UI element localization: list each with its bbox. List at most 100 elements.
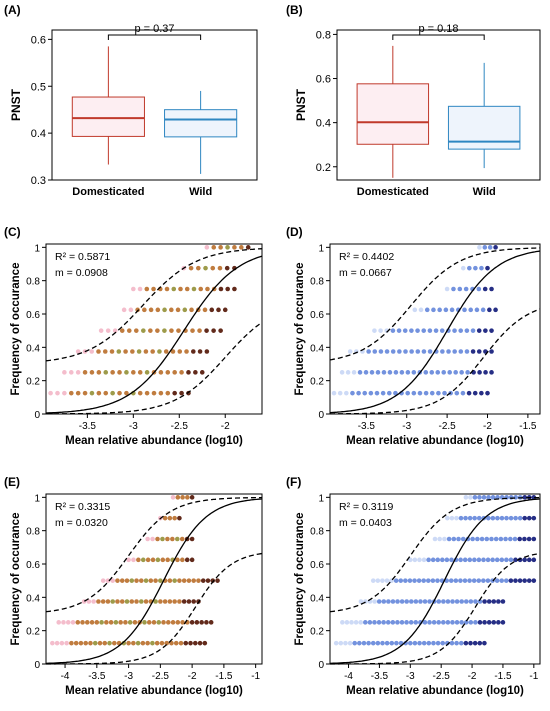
data-point: [186, 370, 191, 375]
data-point: [473, 599, 478, 604]
data-point: [115, 578, 120, 583]
data-point: [148, 328, 153, 333]
data-point: [390, 328, 396, 333]
data-point: [472, 495, 478, 500]
data-point: [481, 557, 486, 563]
data-point: [344, 390, 349, 396]
y-axis-label: PNST: [294, 88, 308, 121]
data-point: [464, 328, 470, 333]
data-point: [137, 286, 143, 292]
data-point: [199, 620, 204, 625]
data-point: [112, 328, 118, 333]
data-point: [507, 536, 513, 542]
data-point: [173, 640, 179, 646]
data-point: [470, 536, 475, 542]
data-point: [163, 349, 169, 354]
data-point: [467, 265, 472, 271]
y-tick-label: 1: [318, 493, 324, 504]
data-point: [473, 620, 478, 625]
x-tick-label: -2.5: [438, 421, 456, 432]
data-point: [204, 328, 209, 333]
data-point: [477, 370, 482, 375]
box-domesticated: [71, 46, 145, 165]
data-point: [389, 640, 395, 646]
data-point: [167, 578, 173, 583]
data-point: [177, 599, 182, 604]
data-point: [89, 390, 95, 396]
data-point: [121, 307, 127, 313]
p-value-label: p = 0.18: [418, 23, 458, 35]
data-point: [522, 536, 527, 542]
data-point: [204, 245, 210, 250]
data-point: [493, 307, 498, 313]
data-point: [458, 640, 464, 646]
data-point: [181, 578, 187, 583]
data-point: [245, 245, 251, 250]
data-point: [477, 245, 482, 250]
data-point: [397, 349, 402, 354]
data-point: [463, 286, 469, 292]
data-point: [239, 245, 244, 250]
data-point: [393, 390, 398, 396]
data-point: [489, 328, 494, 333]
data-point: [427, 599, 432, 604]
data-point: [431, 620, 437, 625]
data-point: [470, 349, 476, 354]
data-point: [380, 578, 385, 583]
x-tick-label: -3: [406, 671, 415, 682]
points: [48, 245, 251, 396]
data-point: [350, 390, 355, 396]
data-point: [366, 349, 371, 354]
data-point: [503, 536, 508, 542]
data-point: [445, 620, 451, 625]
panel-label: (C): [4, 225, 21, 239]
data-point: [83, 640, 89, 646]
data-point: [65, 620, 71, 625]
slope-label: m = 0.0908: [55, 267, 108, 279]
x-tick-label: -2: [221, 421, 230, 432]
data-point: [443, 307, 449, 313]
data-point: [349, 620, 354, 625]
data-point: [188, 640, 193, 646]
data-point: [372, 328, 377, 333]
data-point: [384, 578, 390, 583]
data-point: [508, 557, 514, 563]
x-tick-label: -2.5: [433, 671, 451, 682]
data-point: [393, 370, 399, 375]
data-point: [145, 536, 150, 542]
y-axis-label: PNST: [9, 88, 23, 121]
data-point: [522, 578, 527, 583]
data-point: [133, 328, 139, 333]
data-point: [155, 557, 161, 563]
data-point: [480, 307, 486, 313]
data-point: [180, 557, 185, 563]
x-tick-label: -1.5: [494, 671, 512, 682]
data-point: [119, 599, 125, 604]
data-point: [483, 328, 488, 333]
data-point: [131, 557, 136, 563]
data-point: [338, 640, 344, 646]
data-point: [73, 640, 79, 646]
data-point: [189, 557, 195, 563]
data-point: [485, 390, 490, 396]
data-point: [418, 599, 423, 604]
data-point: [155, 307, 161, 313]
data-point: [404, 599, 410, 604]
data-point: [175, 495, 181, 500]
data-point: [479, 536, 485, 542]
data-point: [477, 495, 482, 500]
data-point: [343, 640, 348, 646]
data-point: [468, 307, 474, 313]
data-point: [362, 390, 368, 396]
data-point: [459, 370, 464, 375]
y-tick-label: 0: [318, 660, 324, 671]
r2-label: R² = 0.3119: [339, 501, 394, 513]
data-point: [174, 536, 180, 542]
data-point: [178, 640, 184, 646]
data-point: [386, 390, 392, 396]
data-point: [124, 599, 130, 604]
data-point: [517, 536, 523, 542]
data-point: [82, 390, 88, 396]
data-point: [435, 370, 441, 375]
data-point: [144, 370, 150, 375]
